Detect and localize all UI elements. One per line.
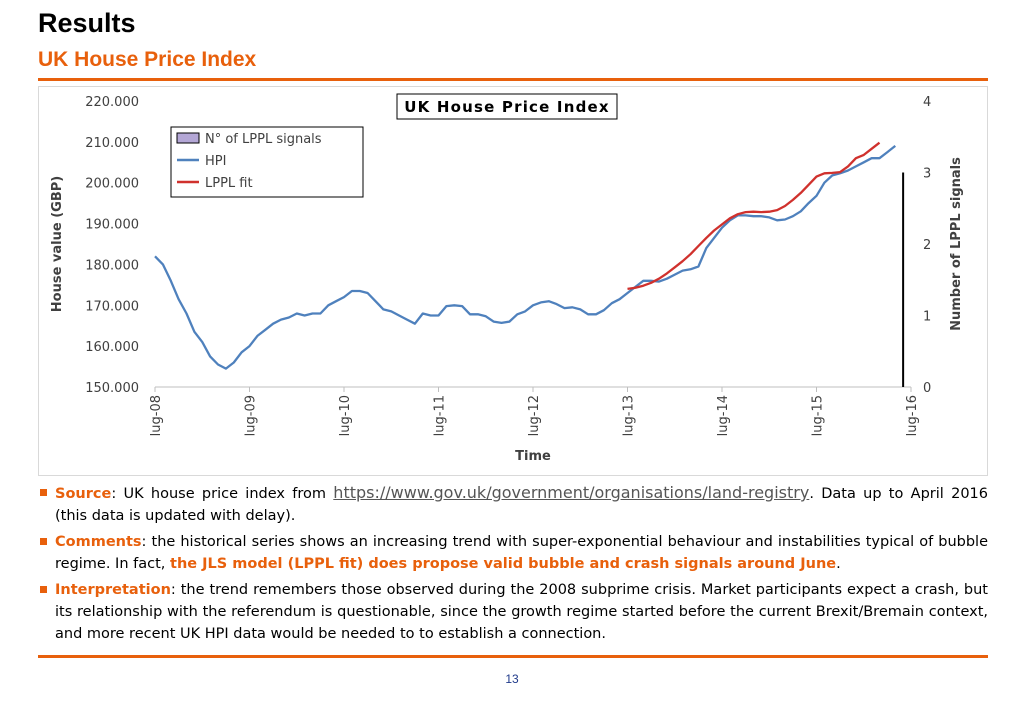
- x-tick-label: lug-14: [716, 395, 731, 436]
- x-tick-label: lug-09: [244, 395, 259, 436]
- y-tick-label: 200.000: [85, 177, 139, 192]
- bullet-source: Source: UK house price index from https:…: [38, 482, 988, 527]
- land-registry-link[interactable]: https://www.gov.uk/government/organisati…: [333, 483, 810, 502]
- bullet-text: . Data up to April 2016 (this data is up…: [55, 486, 988, 524]
- x-tick-label: lug-10: [338, 395, 353, 436]
- slide-title: Results: [38, 8, 136, 38]
- chart-container: 150.000 160.000 170.000 180.000 190.000 200.0…: [38, 86, 988, 476]
- bullet-list: Source: UK house price index from https:…: [38, 482, 988, 649]
- x-axis-title: Time: [515, 449, 551, 464]
- y2-tick-label: 0: [923, 381, 931, 396]
- bottom-divider: [38, 655, 988, 658]
- x-tick-label: lug-13: [622, 395, 637, 436]
- y-tick-label: 220.000: [85, 95, 139, 110]
- hpi-series-line: [154, 144, 897, 370]
- chart-title-box: [396, 93, 618, 120]
- bullet-text: : the trend remembers those observed dur…: [55, 582, 988, 642]
- bullet-square-icon: [40, 586, 47, 593]
- bullet-text: .: [836, 556, 841, 572]
- x-tick-label: lug-16: [905, 395, 920, 436]
- y2-tick-label: 4: [923, 95, 931, 110]
- y-axis-title: House value (GBP): [50, 176, 65, 312]
- legend-label-hpi: HPI: [205, 154, 226, 169]
- x-tick-label: lug-15: [811, 395, 826, 436]
- chart-title: UK House Price Index: [404, 98, 610, 116]
- y-tick-label: 170.000: [85, 299, 139, 314]
- bullet-label-source: Source: [55, 486, 112, 502]
- y2-axis-title: Number of LPPL signals: [949, 157, 964, 331]
- y-tick-label: 150.000: [85, 381, 139, 396]
- legend-box: [170, 126, 364, 198]
- y-tick-label: 210.000: [85, 136, 139, 151]
- y-tick-label: 180.000: [85, 258, 139, 273]
- x-tick-label: lug-08: [149, 395, 164, 436]
- lppl-fit-series-line: [627, 141, 881, 291]
- bullet-interpretation: Interpretation: the trend remembers thos…: [38, 579, 988, 645]
- x-tick-label: lug-11: [433, 395, 448, 436]
- y-tick-label: 160.000: [85, 340, 139, 355]
- bullet-square-icon: [40, 538, 47, 545]
- legend-label-signals: N° of LPPL signals: [205, 132, 322, 147]
- y2-tick-label: 2: [923, 238, 931, 253]
- bullet-label-comments: Comments: [55, 534, 142, 550]
- y2-tick-label: 1: [923, 310, 931, 325]
- bullet-square-icon: [40, 489, 47, 496]
- bullet-text: : UK house price index from: [111, 486, 334, 502]
- legend-label-lppl: LPPL fit: [205, 176, 253, 191]
- page-number: 13: [505, 672, 519, 686]
- hpi-chart: 150.000 160.000 170.000 180.000 190.000 200.0…: [50, 93, 964, 464]
- bullet-comments: Comments: the historical series shows an…: [38, 531, 988, 575]
- legend-swatch-signals: [176, 132, 200, 144]
- top-divider: [38, 78, 988, 81]
- bullet-highlight: the JLS model (LPPL fit) does propose va…: [170, 556, 837, 572]
- x-tick-label: lug-12: [527, 395, 542, 436]
- bullet-text: : the historical series shows an increas…: [55, 534, 988, 572]
- y2-tick-label: 3: [923, 167, 931, 182]
- y-tick-label: 190.000: [85, 218, 139, 233]
- bullet-label-interpretation: Interpretation: [55, 582, 171, 598]
- slide-subtitle: UK House Price Index: [38, 48, 257, 71]
